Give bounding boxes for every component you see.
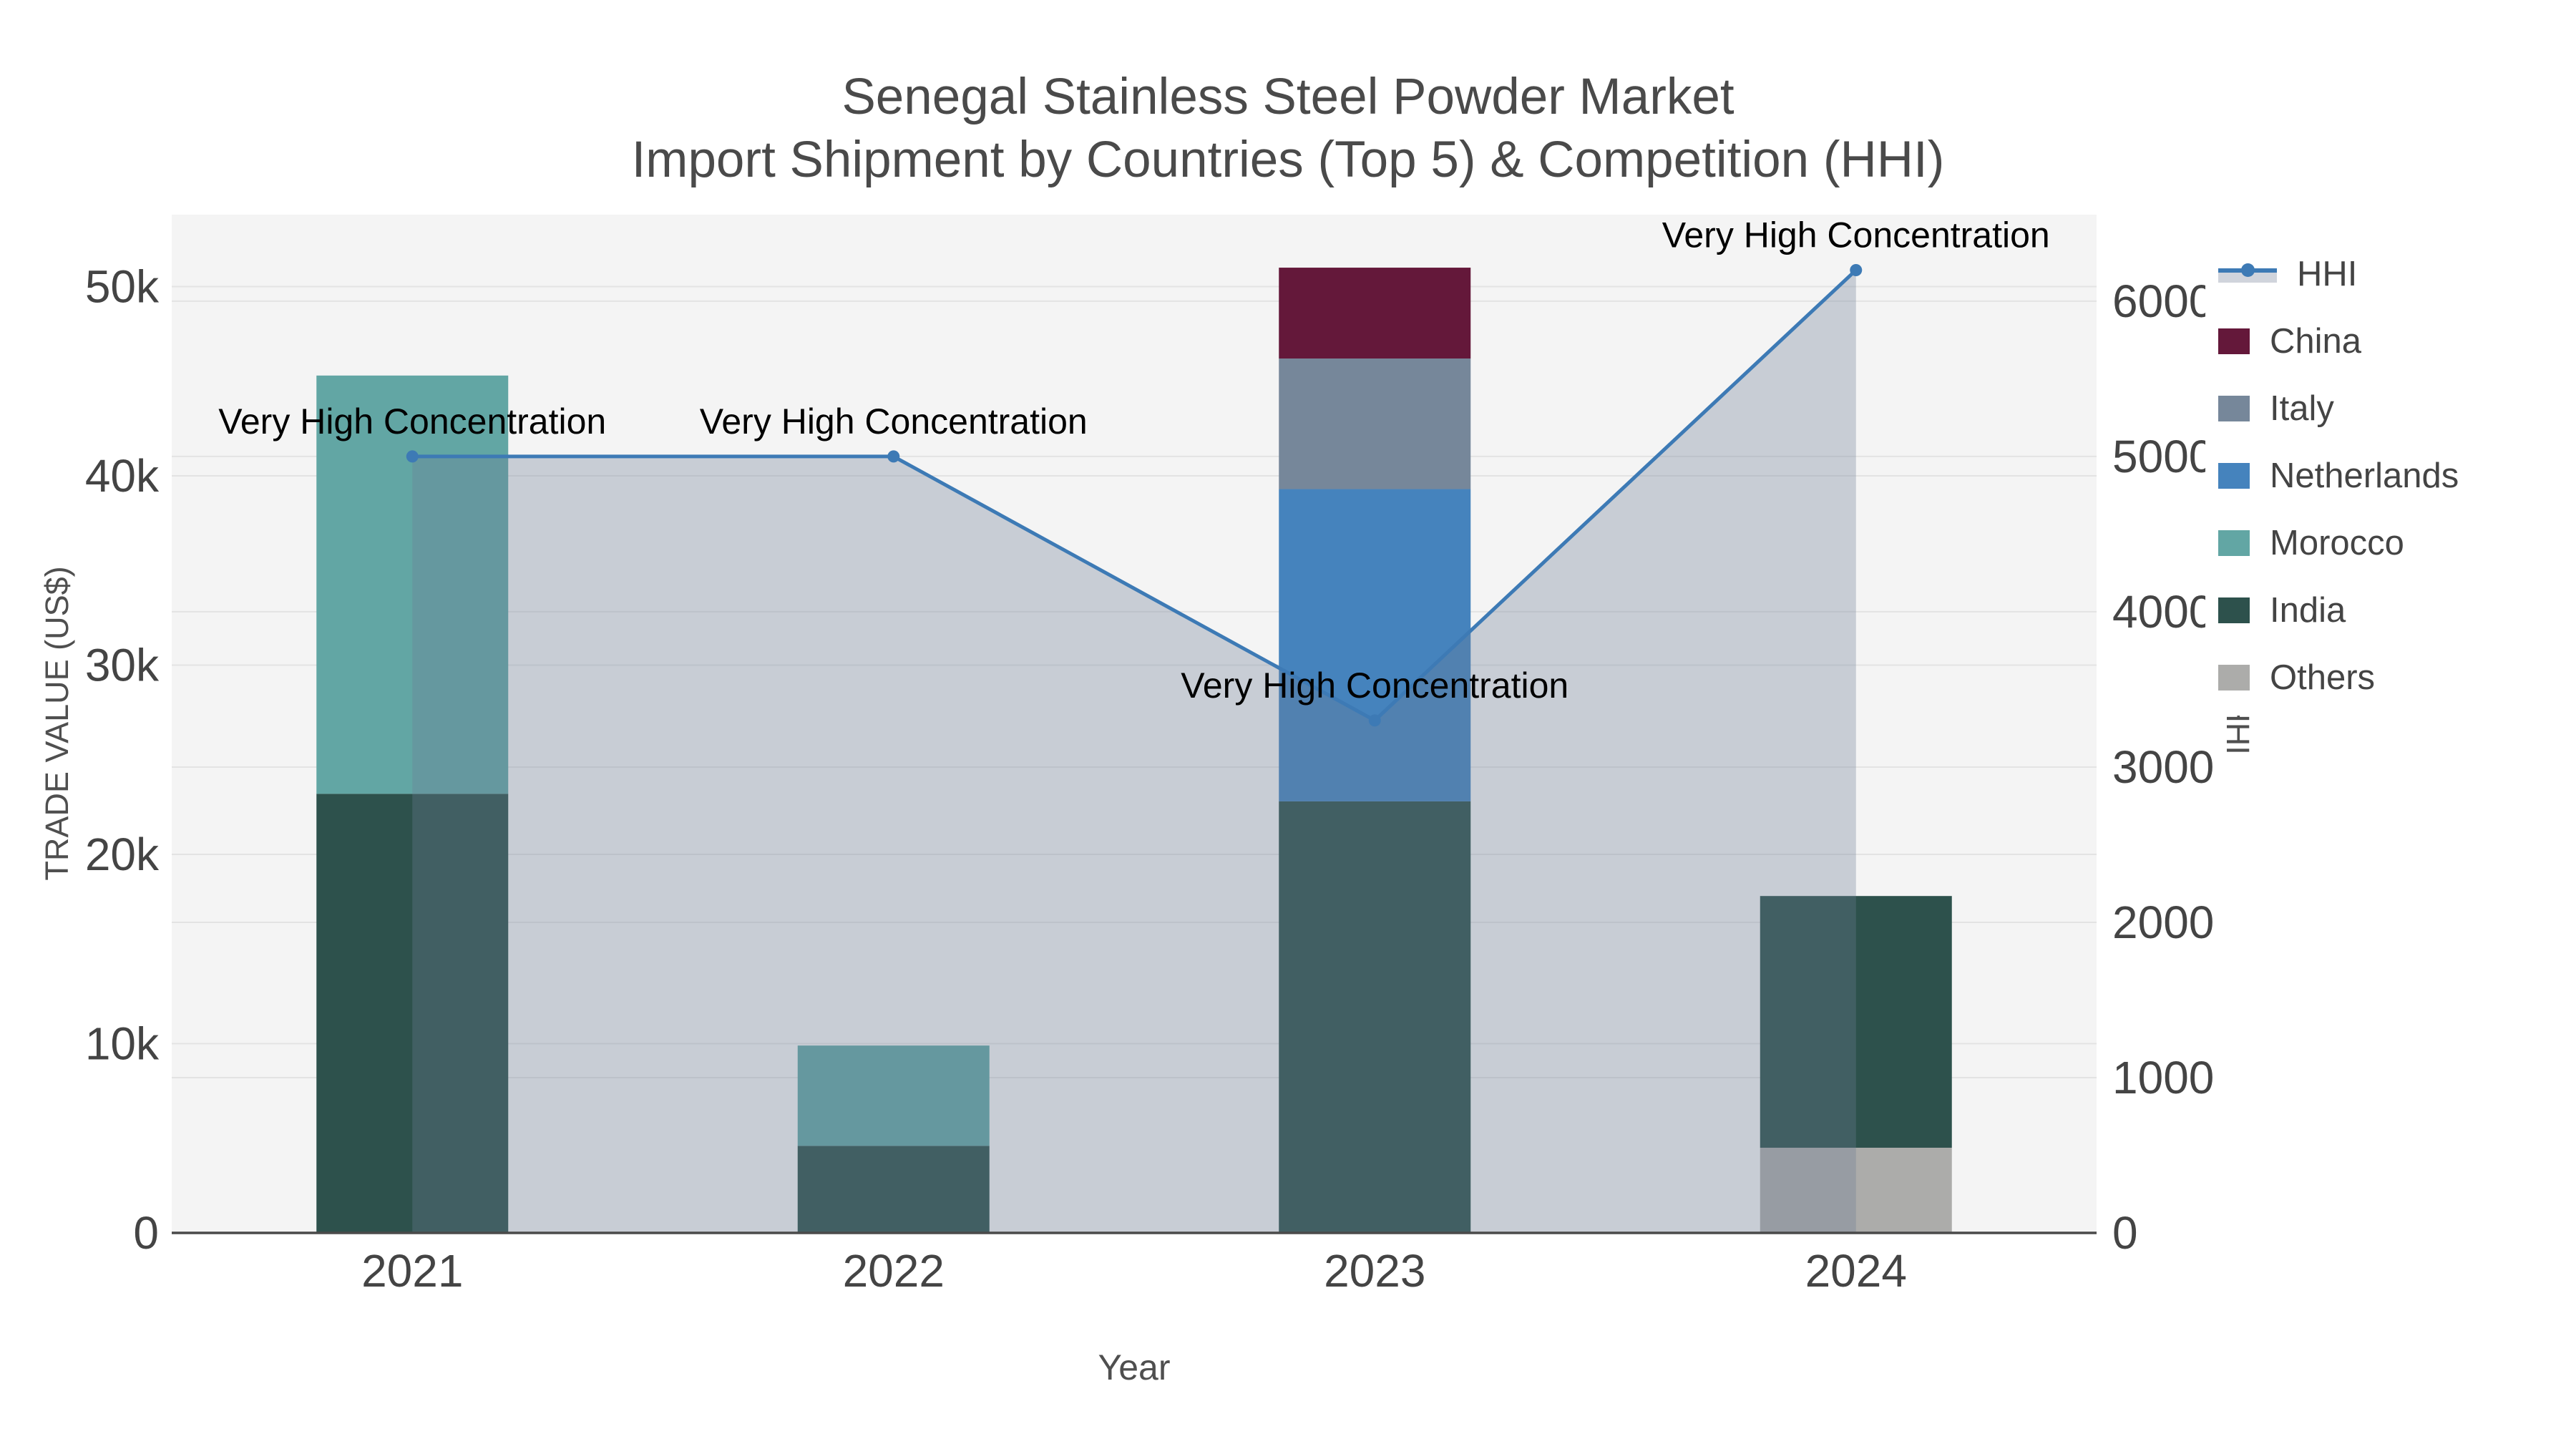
annotation-2021: Very High Concentration xyxy=(218,401,606,441)
y-right-tick-1000: 1000 xyxy=(2112,1052,2214,1103)
x-tick-2024: 2024 xyxy=(1805,1245,1907,1297)
bar-others-2024[interactable] xyxy=(1760,1147,1952,1233)
legend-hhi-marker-dot xyxy=(2241,263,2255,277)
bar-india-2022[interactable] xyxy=(797,1146,990,1233)
legend-item-morocco[interactable]: Morocco xyxy=(2218,509,2459,577)
legend-swatch-china xyxy=(2218,328,2250,354)
legend-item-netherlands[interactable]: Netherlands xyxy=(2218,442,2459,509)
y-right-tick-6000: 6000 xyxy=(2112,275,2214,327)
y-right-tick-5000: 5000 xyxy=(2112,431,2214,482)
chart-title-line1: Senegal Stainless Steel Powder Market xyxy=(841,69,1735,125)
y-left-tick-50k: 50k xyxy=(85,261,160,313)
legend: HHI China Italy Netherlands Morocco India Othe… xyxy=(2205,236,2478,716)
hhi-marker-2022[interactable] xyxy=(887,450,900,463)
legend-label-netherlands: Netherlands xyxy=(2270,457,2459,495)
annotation-2023: Very High Concentration xyxy=(1181,665,1568,706)
y-right-tick-2000: 2000 xyxy=(2112,897,2214,948)
legend-label-italy: Italy xyxy=(2270,389,2334,428)
hhi-area-fill xyxy=(412,270,1856,1234)
legend-label-others: Others xyxy=(2270,658,2376,697)
y-left-tick-30k: 30k xyxy=(85,640,160,691)
bar-netherlands-2023[interactable] xyxy=(1279,489,1471,801)
legend-swatch-italy xyxy=(2218,396,2250,421)
bar-morocco-2021[interactable] xyxy=(316,375,509,794)
hhi-marker-2021[interactable] xyxy=(406,450,419,463)
bar-india-2021[interactable] xyxy=(316,794,509,1233)
y-right-tick-4000: 4000 xyxy=(2112,586,2214,638)
legend-swatch-others xyxy=(2218,665,2250,691)
legend-label-india: India xyxy=(2270,591,2346,630)
y-left-tick-10k: 10k xyxy=(85,1018,160,1070)
legend-item-others[interactable]: Others xyxy=(2218,644,2459,711)
x-tick-2021: 2021 xyxy=(361,1245,463,1297)
hhi-marker-2024[interactable] xyxy=(1850,263,1863,276)
legend-label-china: China xyxy=(2270,322,2362,361)
annotation-2024: Very High Concentration xyxy=(1662,215,2050,255)
chart-title-line2: Import Shipment by Countries (Top 5) & C… xyxy=(631,132,1945,188)
legend-item-hhi[interactable]: HHI xyxy=(2218,240,2459,308)
legend-label-hhi: HHI xyxy=(2297,255,2358,293)
x-axis-title: Year xyxy=(1098,1347,1170,1387)
legend-hhi-fill-band xyxy=(2218,272,2277,283)
y-left-tick-40k: 40k xyxy=(85,450,160,502)
bar-india-2023[interactable] xyxy=(1279,801,1471,1233)
x-tick-2023: 2023 xyxy=(1324,1245,1425,1297)
hhi-line xyxy=(412,268,1858,723)
y-left-axis-title: TRADE VALUE (US$) xyxy=(39,566,75,880)
legend-item-china[interactable]: China xyxy=(2218,308,2459,375)
y-right-tick-3000: 3000 xyxy=(2112,741,2214,793)
bar-india-2024[interactable] xyxy=(1760,896,1952,1148)
legend-swatch-india xyxy=(2218,597,2250,623)
x-tick-2022: 2022 xyxy=(843,1245,945,1297)
legend-swatch-netherlands xyxy=(2218,463,2250,489)
bar-italy-2023[interactable] xyxy=(1279,358,1471,489)
y-right-tick-0: 0 xyxy=(2112,1207,2138,1259)
chart-title: Senegal Stainless Steel Powder Market Im… xyxy=(0,66,2576,192)
legend-item-india[interactable]: India xyxy=(2218,577,2459,644)
legend-swatch-morocco xyxy=(2218,530,2250,556)
y-left-tick-0: 0 xyxy=(133,1207,159,1259)
y-left-tick-20k: 20k xyxy=(85,829,160,880)
legend-label-morocco: Morocco xyxy=(2270,524,2404,562)
annotation-2022: Very High Concentration xyxy=(700,401,1088,441)
bar-morocco-2022[interactable] xyxy=(797,1045,990,1146)
legend-hhi-line-icon xyxy=(2218,260,2277,288)
bar-china-2023[interactable] xyxy=(1279,268,1471,359)
hhi-marker-2023[interactable] xyxy=(1368,714,1381,727)
legend-item-italy[interactable]: Italy xyxy=(2218,375,2459,442)
